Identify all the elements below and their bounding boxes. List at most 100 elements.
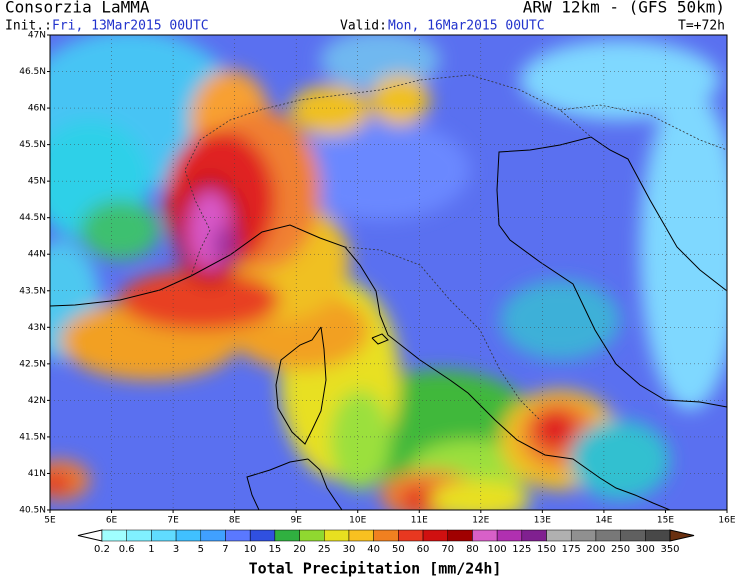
- init-value: Fri, 13Mar2015 00UTC: [52, 19, 209, 34]
- precip-area: [50, 473, 73, 493]
- colorbar-label: 30: [343, 544, 356, 555]
- colorbar-label: 3: [173, 544, 179, 555]
- colorbar-box: [126, 529, 152, 542]
- map: [50, 35, 727, 510]
- precip-area: [370, 75, 430, 125]
- colorbar-box: [570, 529, 597, 542]
- precip-area: [290, 85, 370, 135]
- lon-label: 15E: [657, 516, 674, 526]
- colorbar-box: [175, 529, 202, 542]
- colorbar-label: 250: [611, 544, 630, 555]
- colorbar-end-high: [669, 529, 695, 542]
- colorbar-box: [521, 529, 547, 542]
- colorbar-box: [472, 529, 498, 542]
- precip-area: [290, 120, 470, 220]
- colorbar-label: 60: [417, 544, 430, 555]
- colorbar-box: [299, 529, 325, 542]
- colorbar-box: [151, 529, 177, 542]
- colorbar-box: [225, 529, 251, 542]
- colorbar-box: [324, 529, 350, 542]
- lat-label: 47N: [28, 31, 46, 41]
- precip-field: [50, 35, 727, 510]
- lat-label: 42.5N: [19, 359, 46, 369]
- colorbar-label: 1: [148, 544, 154, 555]
- colorbar-label: 10: [244, 544, 257, 555]
- colorbar-box: [249, 529, 276, 542]
- colorbar-box: [620, 529, 646, 542]
- valid-label: Valid:: [340, 19, 387, 34]
- lon-label: 10E: [349, 516, 366, 526]
- borders: [184, 74, 727, 421]
- colorbar-label: 0.2: [94, 544, 110, 555]
- lat-label: 45N: [28, 177, 46, 187]
- colorbar-box: [422, 529, 448, 542]
- colorbar-label: 100: [488, 544, 507, 555]
- colorbar-label: 150: [537, 544, 556, 555]
- lon-label: 9E: [290, 516, 302, 526]
- colorbar-label: 200: [586, 544, 605, 555]
- colorbar-label: 20: [293, 544, 306, 555]
- precip-area: [430, 480, 530, 510]
- colorbar-box: [546, 529, 572, 542]
- colorbar-label: 0.6: [119, 544, 135, 555]
- colorbar-label: 15: [269, 544, 282, 555]
- colorbar-box: [496, 529, 523, 542]
- precip-area: [533, 410, 577, 450]
- colorbar-box: [398, 529, 424, 542]
- colorbar-box: [447, 529, 473, 542]
- lon-label: 11E: [411, 516, 428, 526]
- lat-label: 41N: [28, 469, 46, 479]
- colorbar-label: 350: [660, 544, 679, 555]
- precip-area: [330, 390, 390, 490]
- precip-area: [320, 35, 440, 90]
- valid-value: Mon, 16Mar2015 00UTC: [388, 19, 545, 34]
- colorbar-label: 80: [466, 544, 479, 555]
- colorbar-box: [274, 529, 300, 542]
- title: Consorzia LaMMA: [5, 0, 150, 17]
- colorbar-box: [348, 529, 374, 542]
- colorbar-box: [373, 529, 399, 542]
- precip-area: [640, 90, 727, 410]
- lon-label: 8E: [229, 516, 241, 526]
- lat-label: 42N: [28, 396, 46, 406]
- colorbar-label: 50: [392, 544, 405, 555]
- lat-label: 43N: [28, 323, 46, 333]
- colorbar-title: Total Precipitation [mm/24h]: [249, 560, 502, 578]
- colorbar-label: 7: [222, 544, 228, 555]
- precip-area: [570, 420, 670, 500]
- lon-label: 12E: [472, 516, 489, 526]
- colorbar-end-low: [77, 529, 103, 542]
- lon-label: 5E: [44, 516, 56, 526]
- lat-label: 44.5N: [19, 213, 46, 223]
- colorbar-box: [101, 529, 127, 542]
- lat-label: 46.5N: [19, 67, 46, 77]
- colorbar-label: 5: [198, 544, 204, 555]
- precip-area: [120, 270, 280, 330]
- colorbar-label: 300: [636, 544, 655, 555]
- lon-label: 16E: [718, 516, 735, 526]
- precip-area: [500, 280, 620, 360]
- precip-area: [80, 200, 160, 260]
- lat-label: 43.5N: [19, 286, 46, 296]
- map-frame: [49, 34, 728, 511]
- init-label: Init.:: [5, 19, 52, 34]
- lat-label: 46N: [28, 104, 46, 114]
- lat-label: 44N: [28, 250, 46, 260]
- colorbar-label: 175: [562, 544, 581, 555]
- colorbar-box: [595, 529, 621, 542]
- lon-label: 14E: [595, 516, 612, 526]
- colorbar-label: 25: [318, 544, 331, 555]
- colorbar-label: 125: [512, 544, 531, 555]
- colorbar-label: 70: [441, 544, 454, 555]
- colorbar-box: [200, 529, 226, 542]
- lon-label: 13E: [534, 516, 551, 526]
- lat-label: 45.5N: [19, 140, 46, 150]
- lat-label: 40.5N: [19, 506, 46, 516]
- axes: 47N 46.5N 46N 45.5N 45N 44.5N 44N 43.5N 43N 42.5N…: [19, 31, 736, 526]
- colorbar: 0.2 0.6 1 3 5 7 10 15 20 25 30 40 50 60 70 80 100 125 150 1…: [77, 529, 695, 555]
- colorbar-label: 40: [367, 544, 380, 555]
- lon-label: 7E: [167, 516, 179, 526]
- lead-time: T=+72h: [678, 19, 725, 34]
- precip-area: [520, 40, 720, 120]
